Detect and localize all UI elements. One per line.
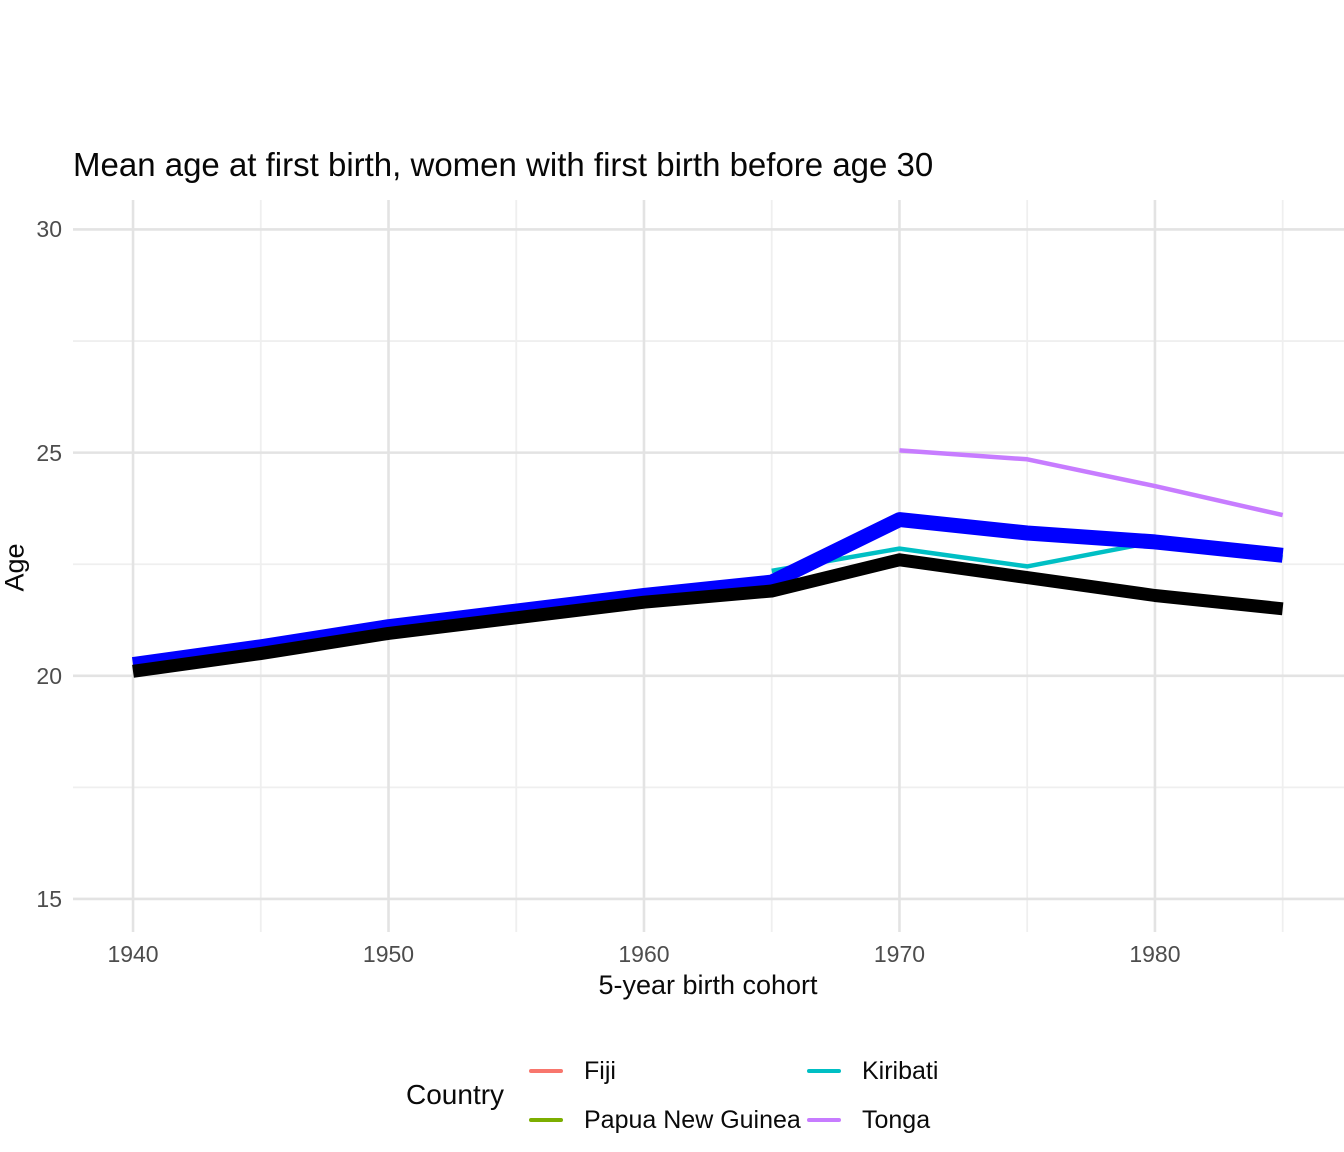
y-tick-label-20: 20 xyxy=(36,662,62,689)
legend-label: Kiribati xyxy=(862,1056,939,1085)
legend-item-fiji: Fiji xyxy=(529,1056,616,1086)
y-tick-label-30: 30 xyxy=(36,216,62,243)
x-tick-label-1970: 1970 xyxy=(873,941,926,967)
legend-key-line-icon xyxy=(529,1069,563,1073)
legend-label: Papua New Guinea xyxy=(584,1105,801,1134)
legend-label: Fiji xyxy=(584,1056,616,1085)
legend-label: Tonga xyxy=(862,1105,931,1134)
legend-title: Country xyxy=(406,1079,505,1110)
grid-major-lines xyxy=(73,200,1344,932)
y-axis-title: Age xyxy=(0,543,30,592)
page-title: Mean age at first birth, women with firs… xyxy=(73,146,934,183)
line-thick-blue-overlay-line-no-legend-entry xyxy=(131,512,1284,673)
legend-item-tonga: Tonga xyxy=(807,1105,930,1135)
legend-item-papua-new-guinea: Papua New Guinea xyxy=(529,1105,801,1135)
x-tick-label-1960: 1960 xyxy=(618,941,670,967)
y-tick-label-25: 25 xyxy=(36,439,62,466)
x-tick-label-1980: 1980 xyxy=(1129,941,1181,967)
x-tick-label-1950: 1950 xyxy=(362,941,415,967)
line-thick-black-overlay-line-no-legend-entry xyxy=(132,553,1284,678)
legend-item-kiribati: Kiribati xyxy=(807,1056,938,1086)
grid-minor-lines xyxy=(73,200,1344,932)
line-tonga xyxy=(899,448,1284,518)
series-lines xyxy=(131,448,1284,678)
legend-key-line-icon xyxy=(807,1118,841,1122)
y-tick-label-15: 15 xyxy=(36,885,62,912)
legend-key-line-icon xyxy=(529,1118,563,1122)
x-axis-title: 5-year birth cohort xyxy=(598,970,818,1000)
x-tick-label-1940: 1940 xyxy=(107,941,159,967)
legend-key-line-icon xyxy=(807,1069,841,1073)
